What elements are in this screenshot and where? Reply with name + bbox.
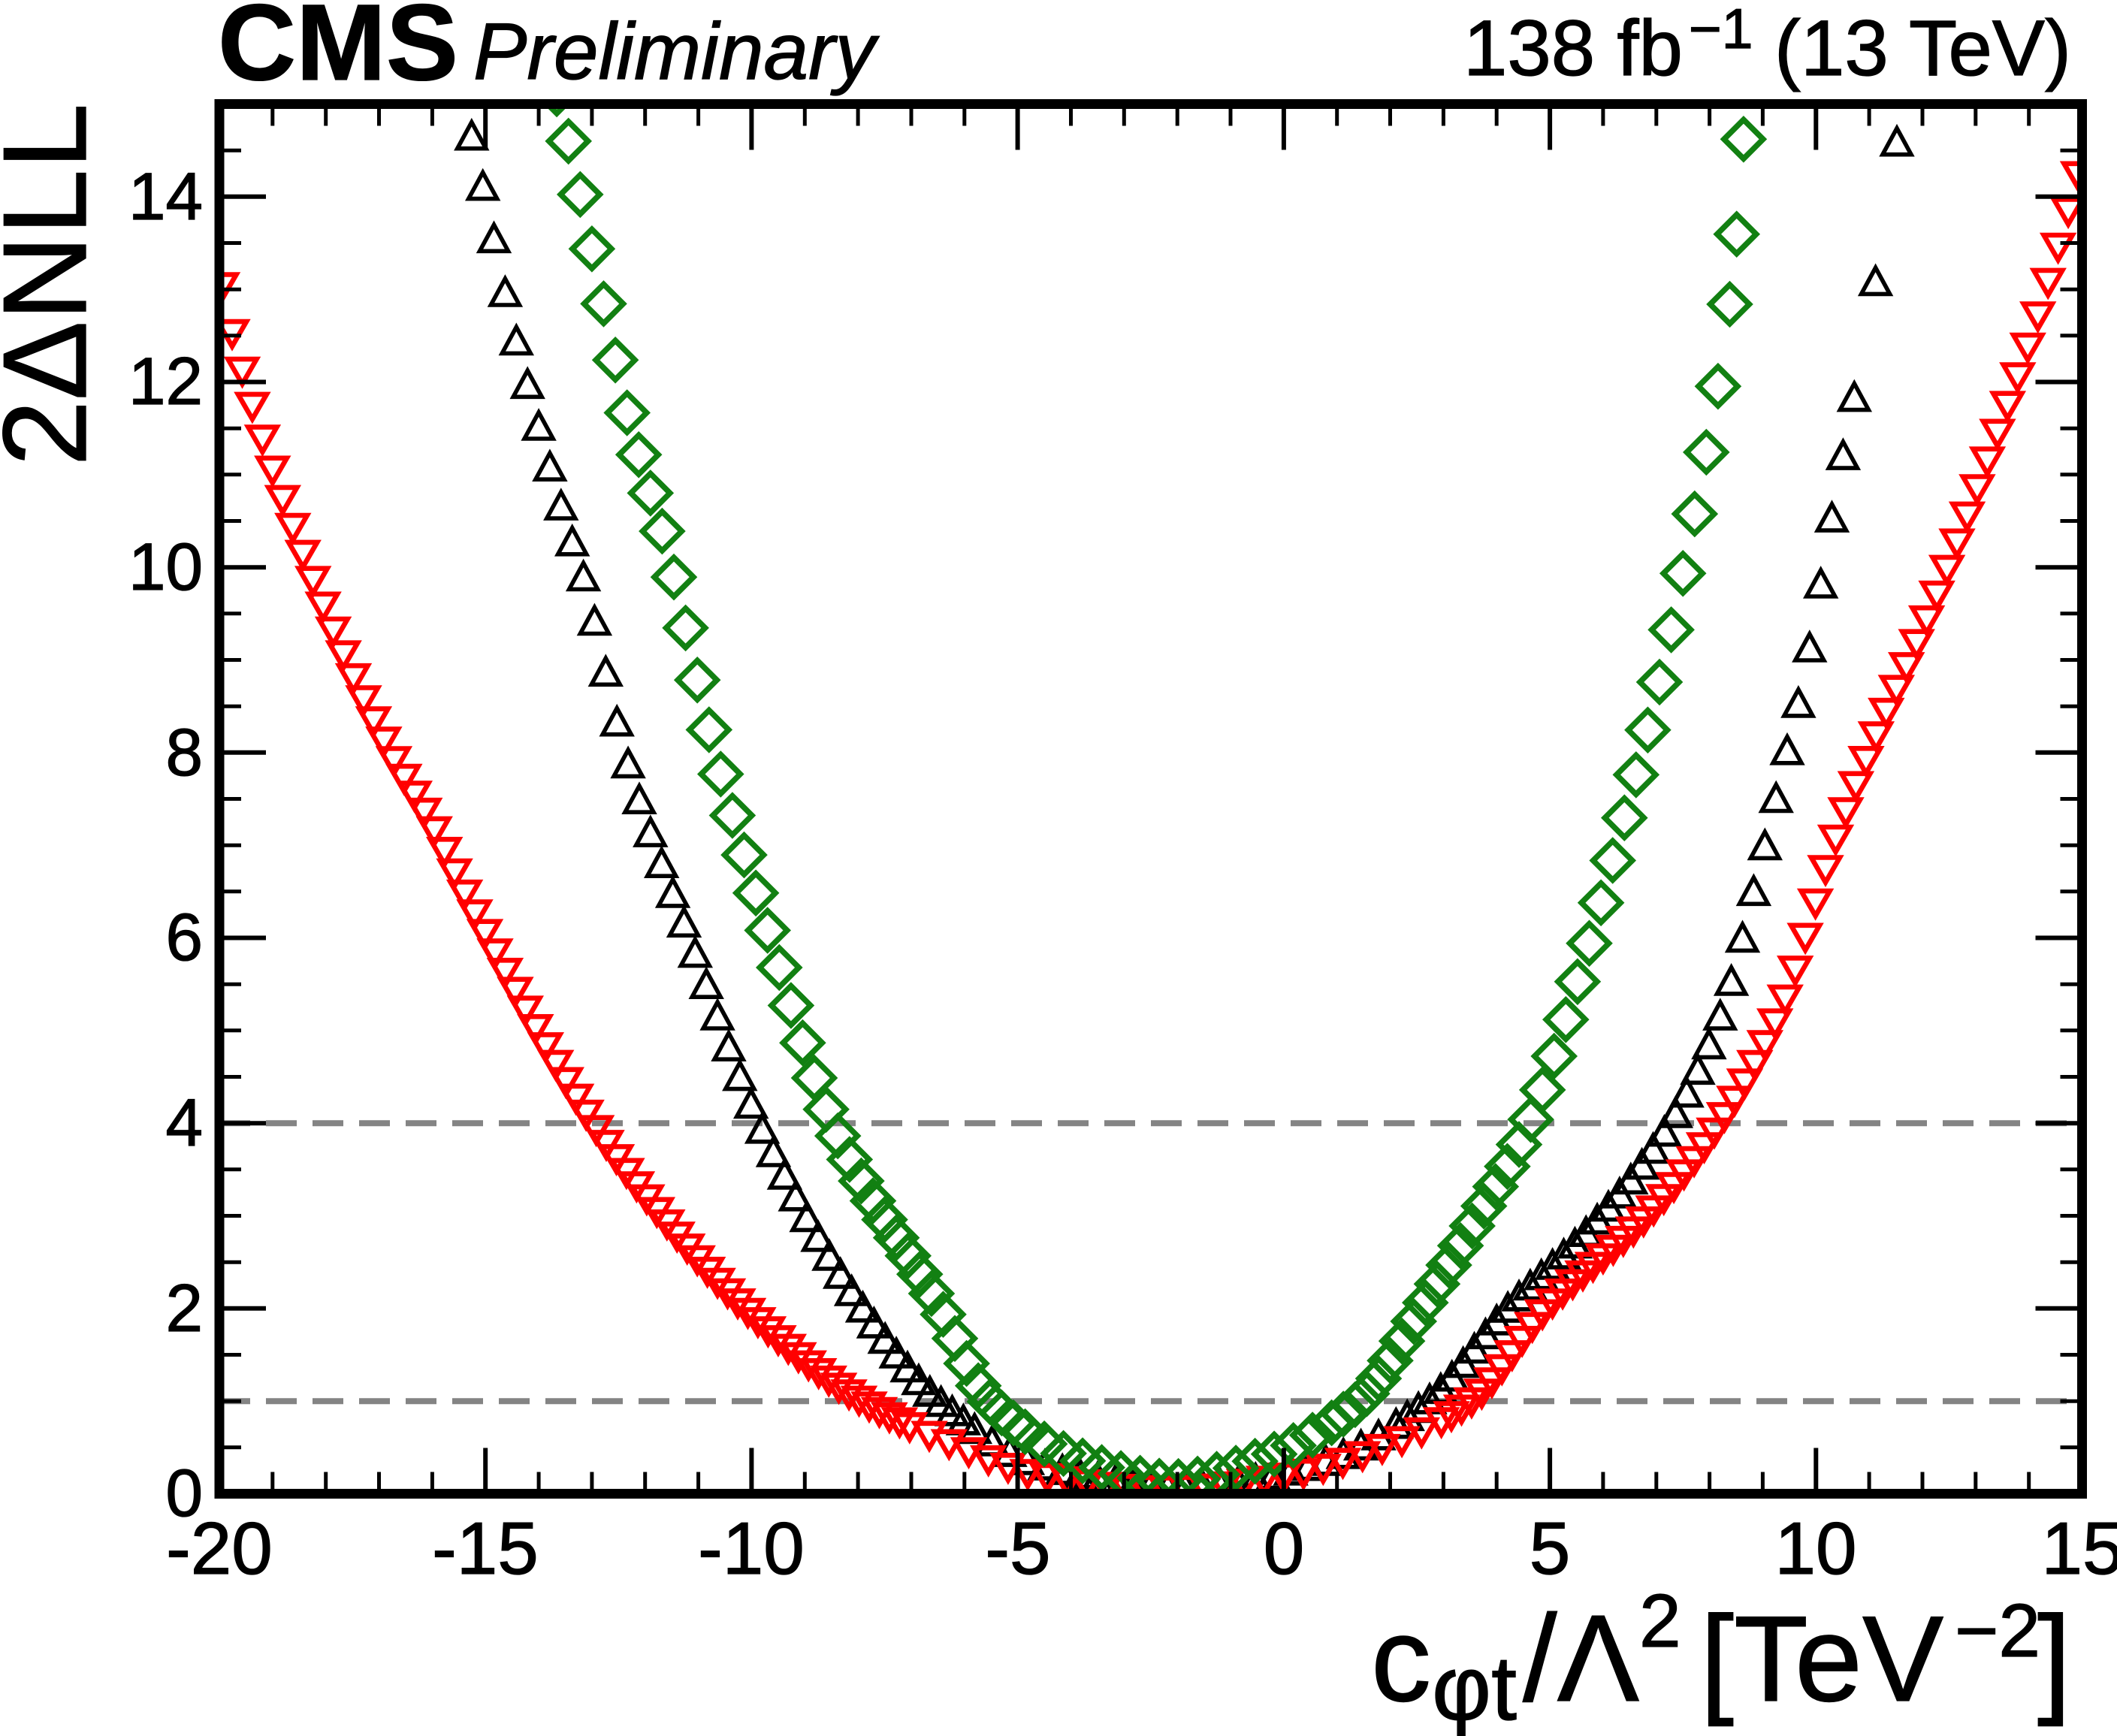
svg-text:-10: -10	[698, 1507, 805, 1590]
svg-text:138 fb: 138 fb	[1463, 5, 1683, 92]
svg-text:c: c	[1371, 1592, 1431, 1726]
svg-text:Preliminary: Preliminary	[473, 6, 880, 96]
svg-text:2: 2	[166, 1270, 204, 1345]
svg-text:φt: φt	[1432, 1637, 1517, 1736]
svg-text:0: 0	[1264, 1507, 1305, 1590]
svg-text:-15: -15	[432, 1507, 539, 1590]
svg-text:−1: −1	[1689, 0, 1753, 60]
svg-text:0: 0	[166, 1455, 204, 1530]
svg-text:]: ]	[2037, 1591, 2071, 1727]
svg-text:10: 10	[128, 529, 203, 604]
svg-text:[TeV: [TeV	[1700, 1591, 1943, 1727]
svg-text:12: 12	[128, 343, 203, 418]
svg-text:10: 10	[1774, 1507, 1856, 1590]
svg-text:2: 2	[1639, 1579, 1681, 1663]
svg-text:-20: -20	[166, 1507, 273, 1590]
svg-text:4: 4	[166, 1085, 204, 1160]
svg-text:/Λ: /Λ	[1523, 1590, 1639, 1727]
svg-text:14: 14	[128, 159, 203, 234]
svg-text:5: 5	[1530, 1507, 1571, 1590]
svg-text:8: 8	[166, 714, 204, 790]
svg-text:15: 15	[2041, 1507, 2117, 1590]
svg-text:CMS: CMS	[218, 0, 458, 103]
svg-text:(13 TeV): (13 TeV)	[1774, 5, 2071, 92]
svg-text:−2: −2	[1955, 1589, 2040, 1673]
svg-text:-5: -5	[985, 1507, 1050, 1590]
svg-text:2ΔNLL: 2ΔNLL	[0, 103, 111, 466]
svg-text:6: 6	[166, 899, 204, 974]
